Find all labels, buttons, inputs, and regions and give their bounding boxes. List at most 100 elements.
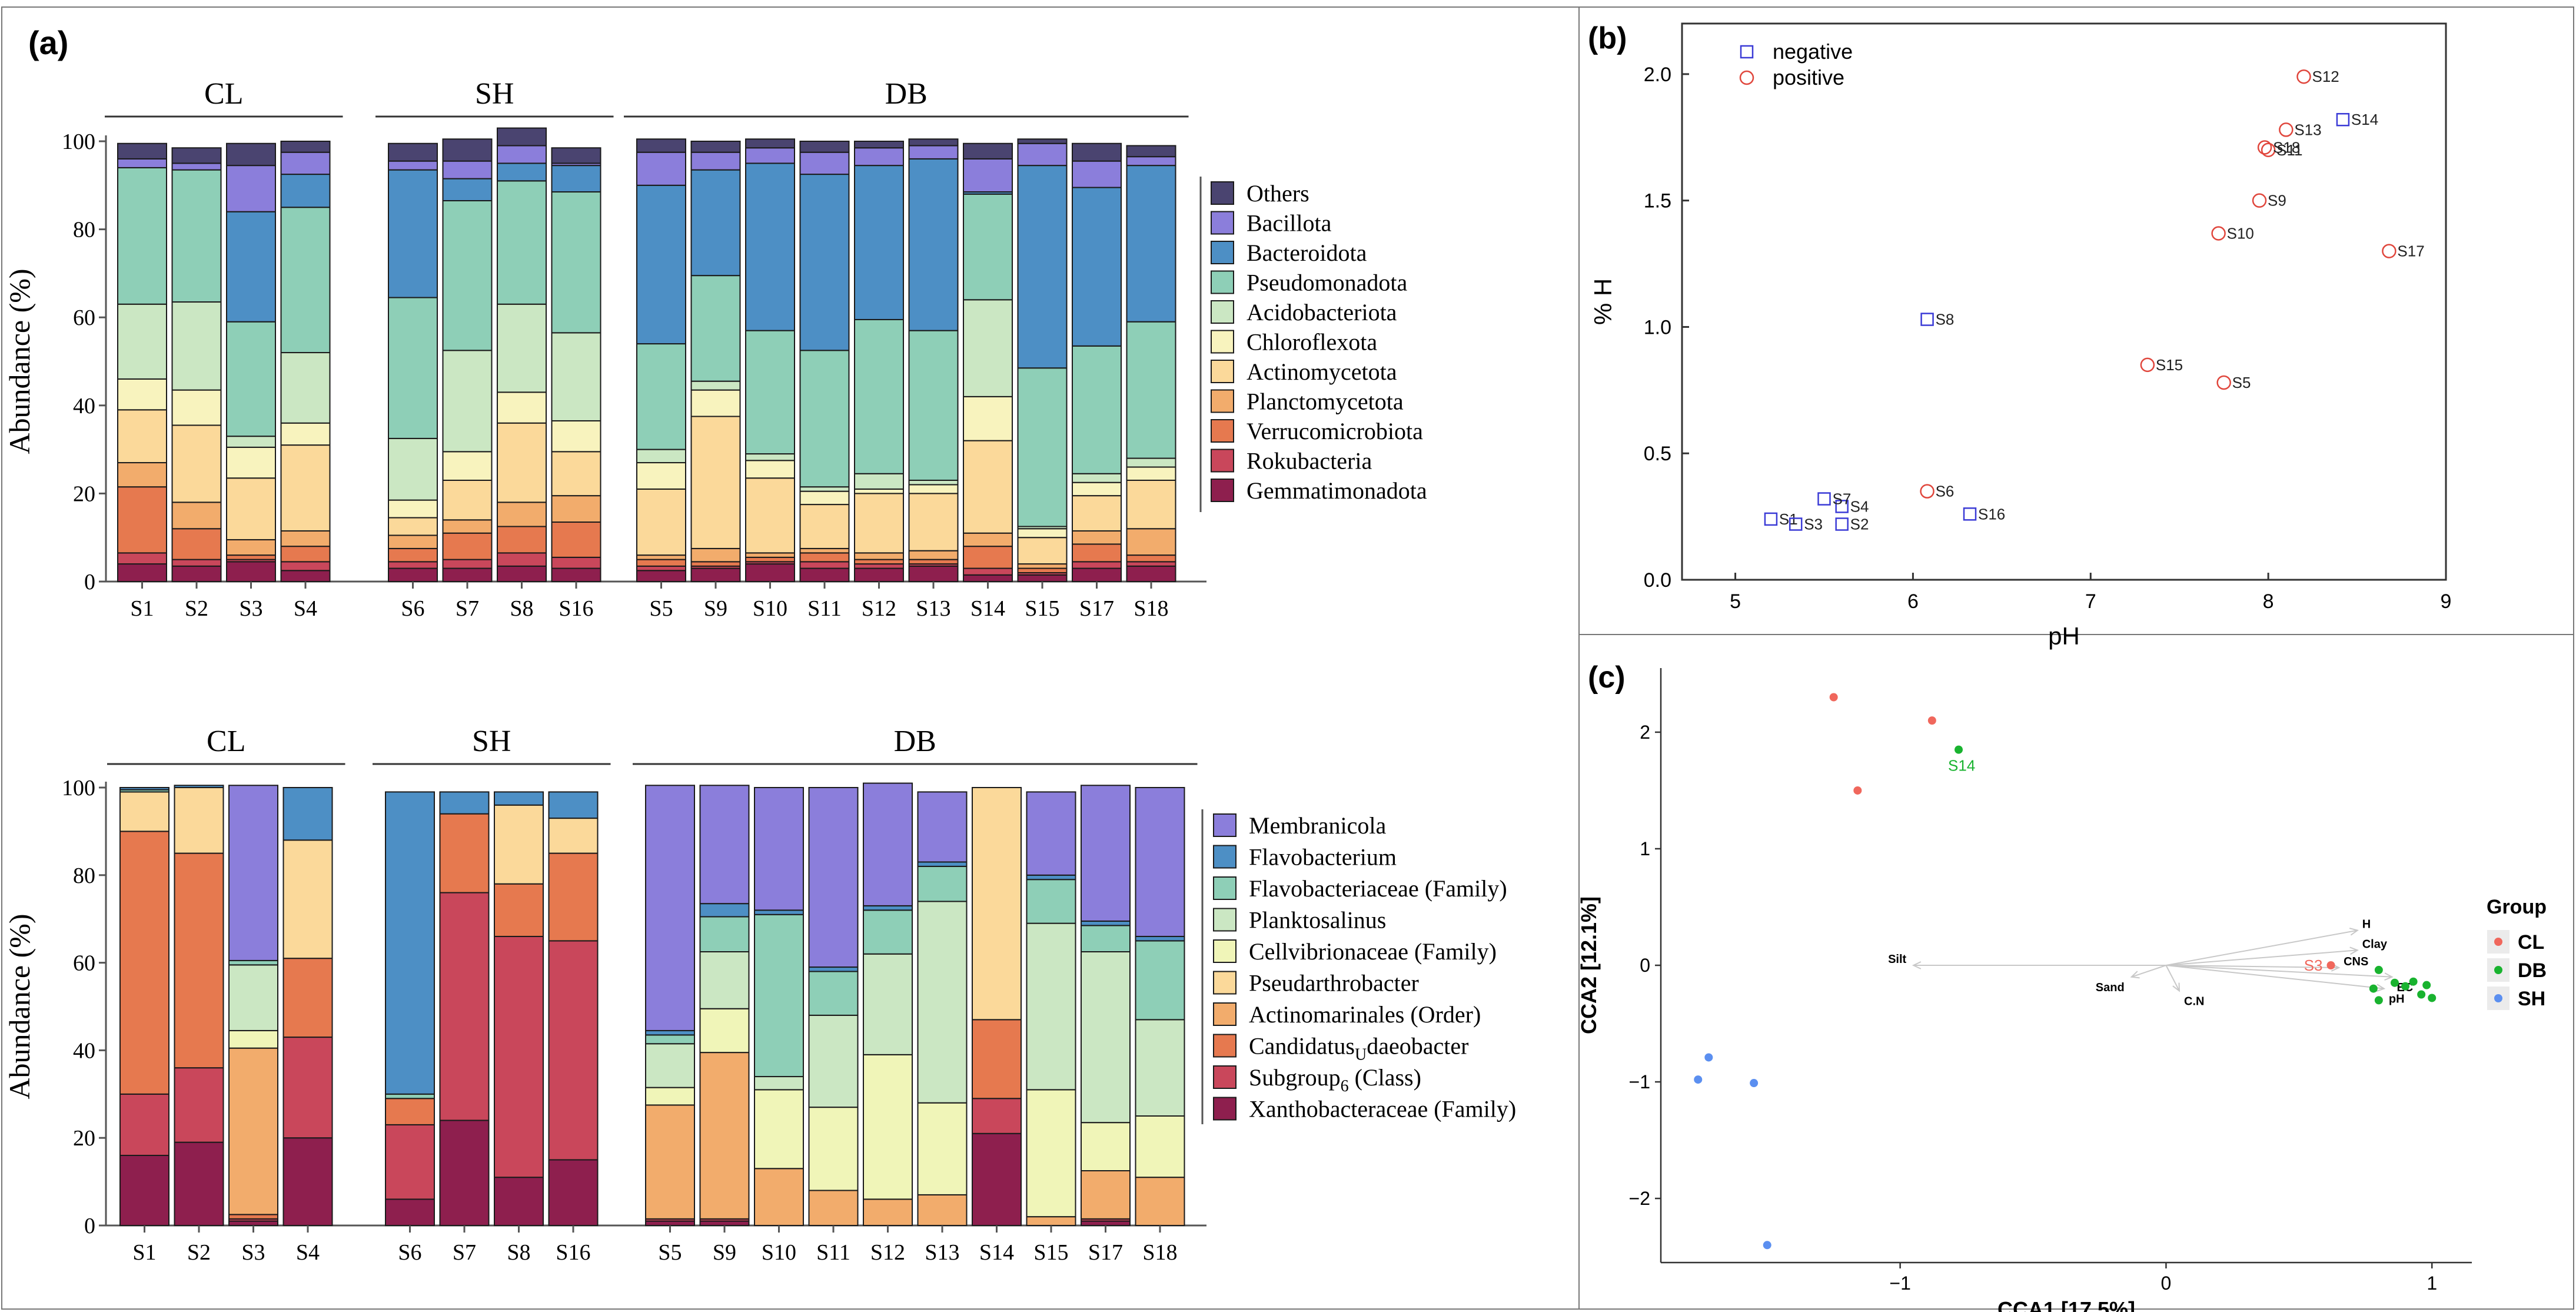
point-negative-square <box>2336 112 2350 127</box>
bar-segment-pseudomonadota <box>854 318 904 474</box>
x-tick-label: 0 <box>2161 1273 2172 1294</box>
legend-label: Planktosalinus <box>1249 907 1386 934</box>
bar-segment-flavobacterium <box>494 791 544 806</box>
bar-segment-bacteroidota <box>1072 187 1122 347</box>
bar-segment-others <box>442 138 493 162</box>
point-negative-square <box>1963 507 1977 521</box>
x-tick-label: S10 <box>762 1240 796 1265</box>
legend-label-main: Membranicola <box>1249 812 1386 839</box>
legend-label: Actinomycetota <box>1247 358 1397 385</box>
bar-segment-actinomycetota <box>280 444 331 532</box>
bar-segment-bacteroidota <box>551 165 601 193</box>
x-tick-label: 5 <box>1730 590 1741 613</box>
bar-segment-flavobacterium <box>1135 935 1185 942</box>
legend-marker <box>2494 938 2502 946</box>
point-db <box>2374 996 2383 1005</box>
bar-segment-flavobacteriaceae-family- <box>699 916 750 952</box>
bar-segment-pseudomonadota <box>551 191 601 334</box>
bar-segment-subgroup6-class- <box>282 1037 333 1139</box>
bar-segment-pseudomonadota <box>1126 321 1176 459</box>
legend-label: Chloroflexota <box>1247 329 1377 356</box>
bar-segment-acidobacteriota <box>497 303 547 393</box>
bar-segment-verrucomicrobiota <box>1126 554 1176 563</box>
bar-segment-xanthobacteraceae-family- <box>228 1220 278 1227</box>
x-tick-label: S2 <box>185 596 208 621</box>
point-label: S4 <box>1850 497 1869 515</box>
bar-segment-xanthobacteraceae-family- <box>119 1154 169 1226</box>
bar-segment-flavobacterium <box>548 791 599 819</box>
bar-segment-rokubacteria <box>280 561 331 572</box>
y-tick-label: 60 <box>73 951 95 976</box>
legend-label: negative <box>1773 39 1853 64</box>
bar-segment-cellvibrionaceae-family- <box>645 1087 695 1106</box>
point-db <box>2374 965 2383 974</box>
bar-segment-actinomycetota <box>908 493 959 552</box>
point-label: S6 <box>1936 483 1955 500</box>
point-sh <box>1694 1075 1703 1084</box>
bar-segment-verrucomicrobiota <box>1017 567 1068 574</box>
bar-segment-planctomycetota <box>171 501 222 530</box>
x-tick-label: S4 <box>296 1240 320 1265</box>
bar-segment-actinomarinales-order- <box>228 1047 278 1215</box>
x-tick-label: S13 <box>925 1240 959 1265</box>
bar-segment-bacillota <box>963 158 1013 193</box>
bar-segment-verrucomicrobiota <box>854 559 904 565</box>
legend-swatch <box>1213 971 1237 995</box>
bar-segment-bacillota <box>1072 160 1122 188</box>
legend-label: Cellvibrionaceae (Family) <box>1249 938 1497 965</box>
x-tick-label: S15 <box>1033 1240 1068 1265</box>
env-vector-label: Clay <box>2362 938 2388 951</box>
y-tick-label: 40 <box>73 394 95 418</box>
bar-segment-verrucomicrobiota <box>497 526 547 554</box>
bar-segment-flavobacteriaceae-family- <box>1081 925 1131 952</box>
bar-segment-rokubacteria <box>854 563 904 569</box>
panel-c-frame <box>1578 634 2574 1310</box>
bar-segment-bacillota <box>171 162 222 171</box>
bar-segment-acidobacteriota <box>690 380 741 391</box>
x-tick-label: 9 <box>2441 590 2452 613</box>
bar-segment-verrucomicrobiota <box>636 559 686 567</box>
legend-label-subscript: 6 <box>1341 1077 1349 1095</box>
point-positive-circle <box>2382 244 2396 258</box>
point-positive-circle <box>2296 69 2311 84</box>
bar-segment-xanthobacteraceae-family- <box>282 1137 333 1226</box>
bar-segment-bacillota <box>1017 142 1068 167</box>
bar-segment-bacteroidota <box>280 174 331 208</box>
bar-segment-bacillota <box>854 147 904 167</box>
legend-label-main: Candidatus <box>1249 1033 1355 1059</box>
legend-label: Actinomarinales (Order) <box>1249 1001 1481 1028</box>
point-positive-circle <box>2140 357 2155 373</box>
bar-segment-bacteroidota <box>745 162 795 331</box>
legend-label: CandidatusUdaeobacter <box>1249 1033 1468 1064</box>
bar-segment-cellvibrionaceae-family- <box>1026 1089 1076 1218</box>
y-tick-label: 100 <box>62 776 95 801</box>
legend-swatch <box>1211 449 1234 473</box>
bar-segment-gemmatimonadota <box>497 565 547 583</box>
point-label: S10 <box>2227 225 2254 243</box>
bar-segment-membranicola <box>754 787 804 911</box>
bar-segment-planktosalinus <box>1026 922 1076 1091</box>
env-vector-label: H <box>2362 918 2371 931</box>
x-tick-label: 1 <box>2427 1273 2437 1294</box>
bar-segment-flavobacterium <box>385 791 435 1095</box>
x-tick-label: S10 <box>753 596 787 621</box>
bar-segment-xanthobacteraceae-family- <box>645 1220 695 1227</box>
plot-frame <box>1681 22 2447 581</box>
bar-segment-acidobacteriota <box>745 453 795 461</box>
bar-segment-gemmatimonadota <box>799 567 850 582</box>
bar-segment-others <box>171 147 222 164</box>
y-tick-label: 2.0 <box>1644 64 1671 86</box>
point-label: S12 <box>2312 68 2339 85</box>
x-tick-label: S18 <box>1142 1240 1177 1265</box>
bar-segment-chloroflexota <box>1072 481 1122 497</box>
bar-segment-flavobacteriaceae-family- <box>863 909 913 955</box>
x-tick-label: S5 <box>649 596 673 621</box>
y-tick-label: 0.0 <box>1644 569 1671 592</box>
point-sh <box>1763 1241 1771 1250</box>
x-tick-label: S16 <box>556 1240 590 1265</box>
bar-segment-flavobacteriaceae-family- <box>1026 879 1076 924</box>
y-tick-label: 80 <box>73 863 95 888</box>
bar-segment-others <box>497 127 547 147</box>
bar-segment-planctomycetota <box>497 501 547 527</box>
bar-segment-flavobacteriaceae-family- <box>917 865 968 902</box>
